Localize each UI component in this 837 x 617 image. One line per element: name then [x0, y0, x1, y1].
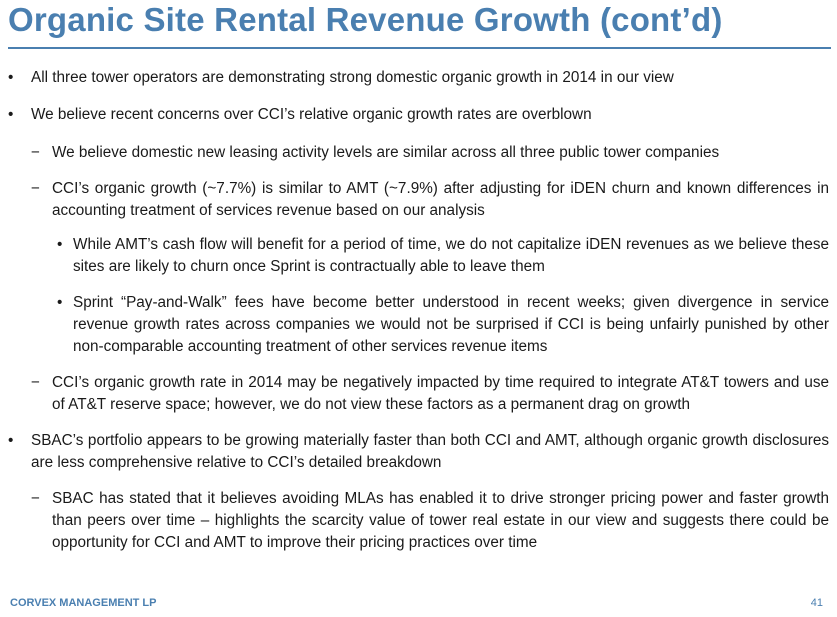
bullet-text: We believe recent concerns over CCI’s re… [31, 106, 592, 123]
bullet-marker: • [8, 69, 14, 86]
nested-bullet-text: While AMT’s cash flow will benefit for a… [73, 236, 829, 275]
nested-bullet-marker: • [57, 236, 63, 253]
page-number: 41 [810, 597, 823, 609]
bullet-item: • All three tower operators are demonstr… [8, 67, 828, 89]
sub-bullet-text: SBAC has stated that it believes avoidin… [52, 490, 829, 551]
sub-bullet-item: − We believe domestic new leasing activi… [31, 142, 829, 164]
bullet-marker: • [8, 106, 14, 123]
footer-company: CORVEX MANAGEMENT LP [10, 597, 157, 609]
sub-bullet-marker: − [31, 144, 40, 161]
sub-bullet-text: CCI’s organic growth (~7.7%) is similar … [52, 180, 829, 219]
sub-bullet-text: We believe domestic new leasing activity… [52, 144, 720, 161]
bullet-item: • We believe recent concerns over CCI’s … [8, 104, 828, 126]
nested-bullet-marker: • [57, 294, 63, 311]
sub-bullet-text: CCI’s organic growth rate in 2014 may be… [52, 374, 829, 413]
sub-bullet-marker: − [31, 490, 40, 507]
nested-bullet-item: • While AMT’s cash flow will benefit for… [57, 234, 829, 278]
sub-bullet-marker: − [31, 180, 40, 197]
title-divider [8, 47, 831, 49]
nested-bullet-text: Sprint “Pay-and-Walk” fees have become b… [73, 294, 829, 355]
sub-bullet-marker: − [31, 374, 40, 391]
sub-bullet-item: − SBAC has stated that it believes avoid… [31, 488, 829, 554]
bullet-text: All three tower operators are demonstrat… [31, 69, 674, 86]
bullet-text: SBAC’s portfolio appears to be growing m… [31, 432, 829, 471]
bullet-item: • SBAC’s portfolio appears to be growing… [8, 430, 829, 474]
sub-bullet-item: − CCI’s organic growth rate in 2014 may … [31, 372, 829, 416]
slide-title: Organic Site Rental Revenue Growth (cont… [8, 1, 723, 38]
bullet-marker: • [8, 432, 14, 449]
sub-bullet-item: − CCI’s organic growth (~7.7%) is simila… [31, 178, 829, 222]
nested-bullet-item: • Sprint “Pay-and-Walk” fees have become… [57, 292, 829, 358]
